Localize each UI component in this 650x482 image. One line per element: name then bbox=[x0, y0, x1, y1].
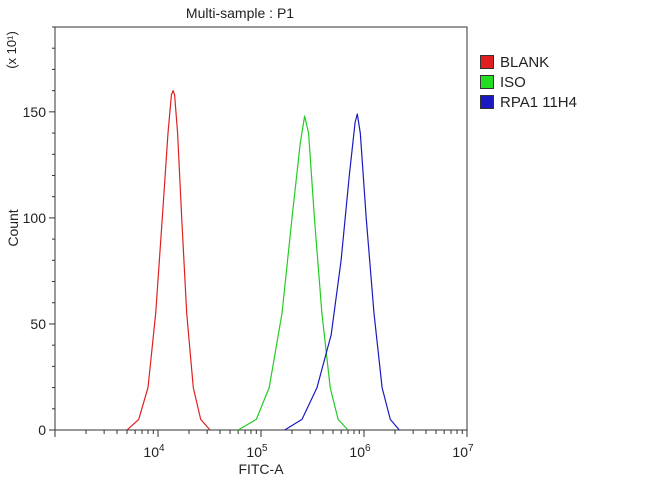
y-tick-label: 50 bbox=[30, 316, 46, 332]
y-axis-label: Count bbox=[5, 209, 21, 246]
legend-swatch-iso bbox=[480, 75, 494, 89]
legend-label-iso: ISO bbox=[500, 73, 526, 91]
x-axis: 104 105 106 107 bbox=[54, 430, 474, 460]
y-tick-label: 0 bbox=[38, 422, 46, 438]
x-axis-label: FITC-A bbox=[238, 461, 284, 477]
y-multiplier-label: (x 10¹) bbox=[4, 31, 19, 69]
x-tick-label: 104 bbox=[143, 443, 165, 460]
legend: BLANK ISO RPA1 11H4 bbox=[480, 52, 577, 112]
legend-label-blank: BLANK bbox=[500, 53, 550, 71]
series-line-2 bbox=[284, 113, 400, 431]
x-tick-label: 107 bbox=[452, 443, 474, 460]
legend-swatch-rpa1 bbox=[480, 95, 494, 109]
series-line-0 bbox=[126, 89, 211, 431]
legend-item-iso: ISO bbox=[480, 72, 577, 92]
y-tick-label: 150 bbox=[23, 104, 47, 120]
y-tick-label: 100 bbox=[23, 210, 47, 226]
series-line-1 bbox=[237, 115, 349, 431]
legend-label-rpa1: RPA1 11H4 bbox=[500, 93, 577, 111]
series-lines bbox=[126, 89, 400, 431]
plot-frame bbox=[54, 26, 468, 431]
legend-item-blank: BLANK bbox=[480, 52, 577, 72]
chart-title: Multi-sample : P1 bbox=[186, 5, 294, 21]
legend-swatch-blank bbox=[480, 55, 494, 69]
x-tick-label: 105 bbox=[246, 443, 268, 460]
legend-item-rpa1: RPA1 11H4 bbox=[480, 92, 577, 112]
y-axis: 0 50 100 150 bbox=[23, 26, 55, 438]
x-tick-label: 106 bbox=[349, 443, 371, 460]
